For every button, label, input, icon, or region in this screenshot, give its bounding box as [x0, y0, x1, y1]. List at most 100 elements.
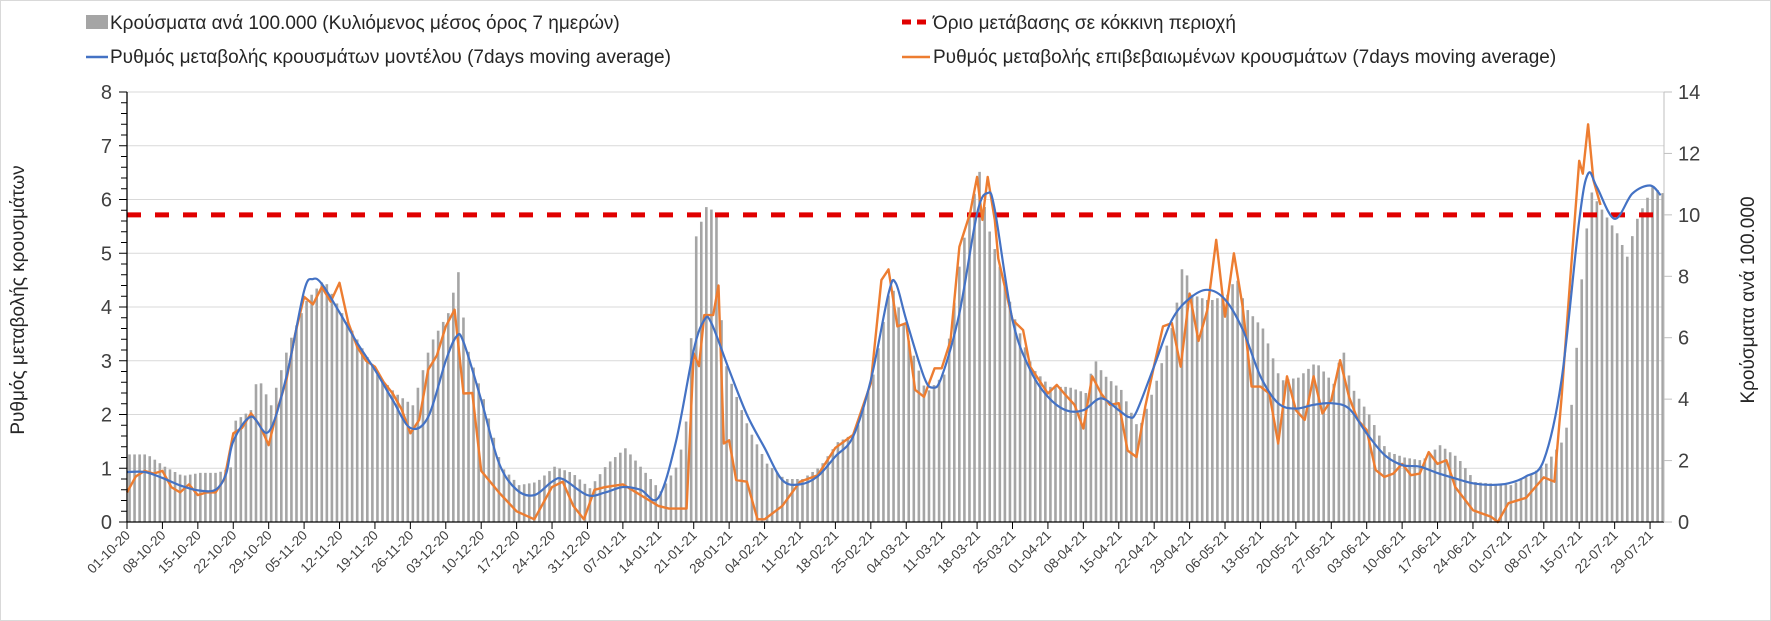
bar	[1600, 209, 1604, 522]
bar	[143, 454, 146, 522]
bar	[1458, 461, 1462, 522]
bar	[269, 405, 273, 522]
legend-label-threshold: Όριο μετάβασης σε κόκκινη περιοχή	[932, 13, 1236, 34]
bar	[1362, 406, 1366, 522]
bar	[912, 355, 916, 522]
bar	[983, 206, 986, 523]
bar	[381, 379, 384, 522]
bar	[841, 439, 845, 522]
bar	[715, 213, 718, 522]
bar	[1064, 386, 1067, 522]
bar	[371, 365, 374, 522]
bar	[1529, 474, 1533, 522]
bar	[917, 370, 921, 522]
bar	[538, 479, 541, 522]
bar	[360, 348, 364, 522]
bar	[679, 449, 683, 522]
bar	[1054, 386, 1057, 522]
bar	[1514, 482, 1518, 522]
bar	[1661, 193, 1664, 522]
bar	[780, 476, 784, 522]
bar	[720, 320, 723, 522]
bar	[1438, 445, 1442, 522]
bar	[1271, 358, 1275, 522]
bar	[1413, 459, 1417, 522]
bar	[1504, 484, 1508, 522]
bar	[1039, 376, 1042, 522]
bar	[254, 384, 258, 522]
bar	[1221, 296, 1224, 522]
y-right-tick-labels: 0 2 4 6 8 10 12 14	[1678, 82, 1700, 534]
bar	[583, 483, 587, 522]
bar	[942, 374, 946, 522]
bar	[376, 374, 379, 522]
bar	[1575, 347, 1578, 522]
bar	[234, 420, 238, 522]
y-right-tick-label: 8	[1678, 266, 1689, 288]
bar	[345, 321, 349, 522]
bar	[1555, 449, 1558, 522]
bar	[1656, 190, 1659, 522]
bar	[765, 463, 769, 522]
bar	[416, 387, 420, 522]
y-left-tick-labels: 0 1 2 3 4 5 6 7 8	[101, 82, 112, 534]
bar	[199, 472, 202, 522]
bar	[517, 485, 521, 522]
bar	[735, 396, 738, 522]
bar	[674, 467, 678, 522]
bar	[1231, 284, 1234, 522]
bar	[892, 290, 895, 522]
bar	[1560, 442, 1563, 522]
bar	[401, 398, 405, 522]
bar	[553, 466, 556, 522]
bar	[836, 442, 840, 522]
bar	[229, 467, 232, 522]
bar	[1114, 385, 1118, 522]
bar	[1631, 236, 1634, 522]
bar	[1615, 233, 1619, 523]
bar	[998, 266, 1002, 522]
bar	[1625, 256, 1629, 522]
bar	[1337, 362, 1341, 522]
bar	[467, 351, 470, 522]
bar	[558, 468, 561, 522]
bar	[1651, 187, 1654, 522]
bar	[755, 444, 759, 522]
y-left-tick-label: 7	[101, 136, 112, 158]
bar	[173, 471, 177, 522]
y-right-tick-label: 14	[1678, 82, 1700, 104]
bar	[426, 352, 430, 522]
y-left-tick-label: 3	[101, 351, 112, 373]
bar	[1180, 269, 1184, 522]
bar	[204, 472, 207, 522]
bar	[1378, 435, 1381, 522]
bar	[1292, 378, 1295, 522]
bar	[1175, 302, 1179, 522]
bar	[244, 413, 248, 522]
bar	[133, 454, 136, 522]
bar	[330, 293, 334, 522]
bar	[431, 339, 435, 522]
bar	[1312, 364, 1315, 522]
bar	[1145, 408, 1148, 522]
bar	[320, 282, 324, 522]
bar	[527, 483, 531, 522]
bar	[932, 385, 936, 522]
bar	[937, 379, 941, 522]
bar	[1352, 390, 1356, 522]
y-right-tick-label: 0	[1678, 512, 1689, 534]
y-left-tick-label: 8	[101, 82, 112, 104]
bar	[1256, 322, 1260, 522]
y-left-tick-label: 0	[101, 512, 112, 534]
bar	[952, 302, 956, 522]
bar	[1190, 294, 1194, 522]
bar	[1408, 458, 1411, 522]
y-left-tick-label: 6	[101, 190, 112, 212]
bar	[877, 348, 880, 522]
bar	[563, 470, 566, 522]
bar	[462, 317, 465, 522]
bar	[1620, 244, 1624, 522]
bar	[978, 171, 981, 522]
bar	[446, 313, 450, 522]
bar	[1418, 460, 1422, 522]
